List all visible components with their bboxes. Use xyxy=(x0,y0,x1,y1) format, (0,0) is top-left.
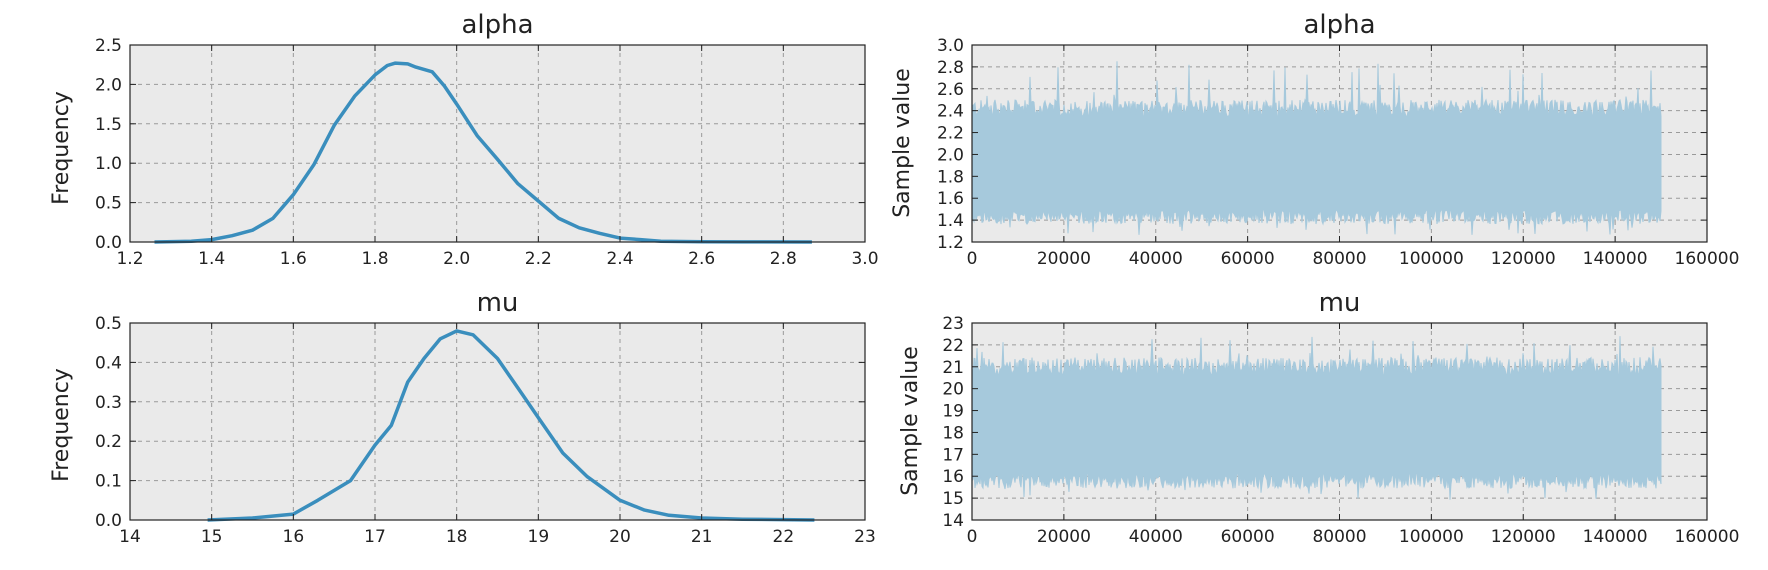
y-tick-label: 19 xyxy=(942,402,964,422)
axes-frame xyxy=(129,322,866,521)
x-tick-label: 2.6 xyxy=(688,249,715,269)
x-tick-label: 21 xyxy=(691,527,713,547)
y-tick-label: 16 xyxy=(942,467,964,487)
panel-title: alpha xyxy=(1303,10,1375,40)
y-tick-label: 20 xyxy=(942,380,964,400)
x-tick-label: 18 xyxy=(446,527,468,547)
y-tick-label: 1.8 xyxy=(937,167,964,187)
x-tick-label: 1.2 xyxy=(116,249,143,269)
y-tick-label: 0.0 xyxy=(95,233,122,253)
x-tick-label: 2.2 xyxy=(525,249,552,269)
y-tick-label: 23 xyxy=(942,314,964,334)
x-tick-label: 100000 xyxy=(1399,527,1464,547)
x-tick-label: 3.0 xyxy=(851,249,878,269)
y-tick-label: 17 xyxy=(942,445,964,465)
x-tick-label: 120000 xyxy=(1491,527,1556,547)
x-tick-label: 100000 xyxy=(1399,249,1464,269)
x-tick-label: 19 xyxy=(528,527,550,547)
y-tick-label: 0.4 xyxy=(95,353,122,373)
x-tick-label: 17 xyxy=(364,527,386,547)
x-tick-label: 2.4 xyxy=(606,249,633,269)
y-tick-label: 21 xyxy=(942,358,964,378)
x-tick-label: 2.0 xyxy=(443,249,470,269)
plot-area xyxy=(130,45,865,242)
y-axis-label: Sample value xyxy=(890,68,915,218)
x-tick-label: 20000 xyxy=(1037,527,1091,547)
x-tick-label: 14 xyxy=(119,527,141,547)
y-tick-label: 1.5 xyxy=(95,115,122,135)
y-tick-label: 2.6 xyxy=(937,80,964,100)
x-tick-label: 16 xyxy=(283,527,305,547)
y-tick-label: 22 xyxy=(942,336,964,356)
x-tick-label: 140000 xyxy=(1583,527,1648,547)
x-tick-label: 2.8 xyxy=(770,249,797,269)
x-tick-label: 1.4 xyxy=(198,249,225,269)
y-tick-label: 0.2 xyxy=(95,432,122,452)
y-tick-label: 2.0 xyxy=(95,75,122,95)
y-axis-label: Sample value xyxy=(898,346,923,496)
y-tick-label: 1.6 xyxy=(937,189,964,209)
y-tick-label: 2.2 xyxy=(937,124,964,144)
x-tick-label: 80000 xyxy=(1312,249,1366,269)
x-tick-label: 0 xyxy=(967,249,978,269)
x-tick-label: 120000 xyxy=(1491,249,1556,269)
density-line-mu-density xyxy=(207,329,815,522)
y-axis-label: Frequency xyxy=(49,368,74,482)
x-tick-label: 1.8 xyxy=(361,249,388,269)
y-tick-label: 1.4 xyxy=(937,211,964,231)
x-tick-label: 20 xyxy=(609,527,631,547)
y-axis-label: Frequency xyxy=(49,91,74,205)
y-tick-label: 1.0 xyxy=(95,154,122,174)
y-tick-label: 14 xyxy=(942,511,964,531)
y-tick-label: 15 xyxy=(942,489,964,509)
panel-title: mu xyxy=(477,288,519,318)
panel-alpha-trace: 0 20000 40000 60000 80000 100000 120000 140000 1… xyxy=(890,10,1739,269)
y-tick-label: 0.3 xyxy=(95,393,122,413)
x-tick-label: 0 xyxy=(967,527,978,547)
y-tick-label: 0.1 xyxy=(95,472,122,492)
y-tick-label: 0.5 xyxy=(95,194,122,214)
panel-title: mu xyxy=(1319,288,1361,318)
x-tick-label: 80000 xyxy=(1312,527,1366,547)
trace-band-alpha-trace xyxy=(971,61,1662,235)
x-tick-label: 140000 xyxy=(1583,249,1648,269)
x-tick-label: 22 xyxy=(773,527,795,547)
x-tick-label: 23 xyxy=(854,527,876,547)
y-tick-label: 2.4 xyxy=(937,102,964,122)
x-tick-label: 40000 xyxy=(1129,249,1183,269)
y-tick-label: 18 xyxy=(942,423,964,443)
plot-area xyxy=(130,323,865,520)
x-tick-label: 15 xyxy=(201,527,223,547)
x-tick-label: 60000 xyxy=(1221,249,1275,269)
x-tick-label: 160000 xyxy=(1675,249,1740,269)
panel-mu-trace: 0 20000 40000 60000 80000 100000 120000 140000 1… xyxy=(898,288,1739,547)
y-tick-label: 1.2 xyxy=(937,233,964,253)
y-tick-label: 2.0 xyxy=(937,145,964,165)
x-tick-label: 60000 xyxy=(1221,527,1275,547)
x-tick-label: 20000 xyxy=(1037,249,1091,269)
y-tick-label: 0.0 xyxy=(95,511,122,531)
y-tick-label: 2.8 xyxy=(937,58,964,78)
y-tick-label: 2.5 xyxy=(95,36,122,56)
x-tick-label: 1.6 xyxy=(280,249,307,269)
y-tick-label: 3.0 xyxy=(937,36,964,56)
axes-frame xyxy=(129,44,866,243)
x-tick-label: 160000 xyxy=(1675,527,1740,547)
panel-title: alpha xyxy=(461,10,533,40)
trace-band-mu-trace xyxy=(971,336,1662,500)
panel-mu-density: 14 15 16 17 18 19 20 21 22 23 0.0 0.1 0.2 0.3 0.4 0.5 mu… xyxy=(49,288,876,547)
panel-alpha-density: 1.2 1.4 1.6 1.8 2.0 2.2 2.4 2.6 2.8 3.0 0.0 0.5 1.0 1… xyxy=(49,10,879,269)
x-tick-label: 40000 xyxy=(1129,527,1183,547)
y-tick-label: 0.5 xyxy=(95,314,122,334)
